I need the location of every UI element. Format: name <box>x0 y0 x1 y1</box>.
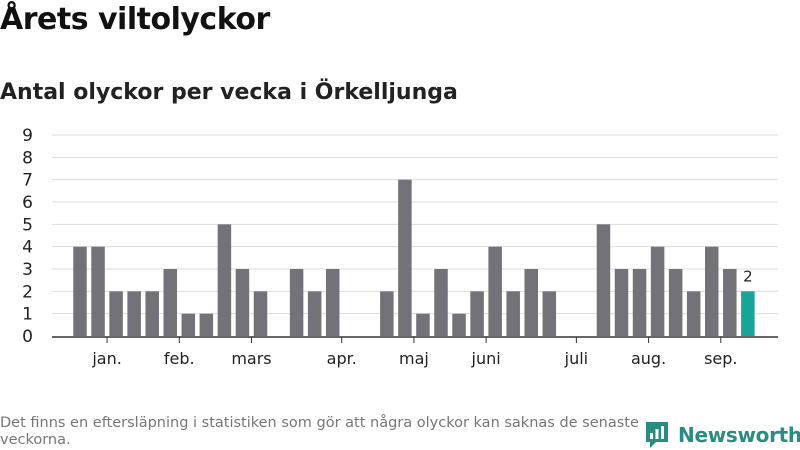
y-tick-label: 9 <box>22 126 33 146</box>
x-tick-label: feb. <box>164 349 195 368</box>
bar <box>470 291 484 336</box>
bar <box>163 269 177 336</box>
bar <box>452 313 466 336</box>
bar <box>217 224 232 336</box>
bar <box>416 313 430 336</box>
bar <box>199 313 214 336</box>
bar <box>253 291 268 336</box>
x-axis-month-labels: jan. feb. mars apr. maj juni juli aug. sep. <box>91 337 737 368</box>
bar <box>235 269 250 336</box>
bar <box>380 291 394 336</box>
bar <box>650 246 665 336</box>
x-tick-label: juni <box>471 349 501 368</box>
brand-logo[interactable]: Newsworthy <box>644 420 800 450</box>
y-tick-label: 7 <box>22 171 33 191</box>
chart-subtitle: Antal olyckor per vecka i Örkelljunga <box>0 80 458 105</box>
bar <box>542 291 557 336</box>
bar <box>614 269 629 336</box>
y-tick-label: 0 <box>22 327 33 347</box>
y-tick-label: 2 <box>22 282 33 302</box>
x-tick-label: sep. <box>704 349 737 368</box>
bar <box>434 269 448 336</box>
x-tick-label: maj <box>399 349 429 368</box>
footnote: Det finns en eftersläpning i statistiken… <box>0 415 639 448</box>
y-tick-label: 3 <box>22 260 33 280</box>
bar <box>181 313 196 336</box>
brand-name: Newsworthy <box>678 423 800 447</box>
bar <box>145 291 159 336</box>
chart-title: Årets viltolyckor <box>0 2 270 37</box>
data-labels: 2 <box>743 267 753 285</box>
x-tick-label: mars <box>231 349 271 368</box>
bar <box>289 269 304 336</box>
bar <box>596 224 611 336</box>
x-tick-label: apr. <box>327 349 357 368</box>
x-tick-label: jan. <box>91 349 121 368</box>
bar <box>127 291 141 336</box>
bar <box>488 246 502 336</box>
bar <box>686 291 701 336</box>
bar <box>668 269 683 336</box>
x-tick-label: aug. <box>631 349 666 368</box>
bar <box>307 291 322 336</box>
bar <box>524 269 538 336</box>
bar <box>632 269 647 336</box>
y-tick-label: 4 <box>22 238 33 258</box>
y-tick-label: 5 <box>22 215 33 235</box>
bar <box>73 246 87 336</box>
bar <box>506 291 520 336</box>
data-label: 2 <box>743 267 753 285</box>
bar <box>109 291 123 336</box>
bars <box>73 179 755 336</box>
bar <box>91 246 105 336</box>
bar <box>705 246 719 336</box>
y-tick-label: 8 <box>22 148 33 168</box>
bar <box>723 269 737 336</box>
bar <box>325 269 340 336</box>
bar <box>398 179 412 336</box>
y-tick-label: 1 <box>22 305 33 325</box>
newsworthy-logo-icon <box>646 422 668 448</box>
y-tick-label: 6 <box>22 193 33 213</box>
x-tick-label: juli <box>564 349 588 368</box>
bar-highlight <box>741 291 755 336</box>
y-axis-ticks: 01 234 567 89 <box>22 126 33 347</box>
